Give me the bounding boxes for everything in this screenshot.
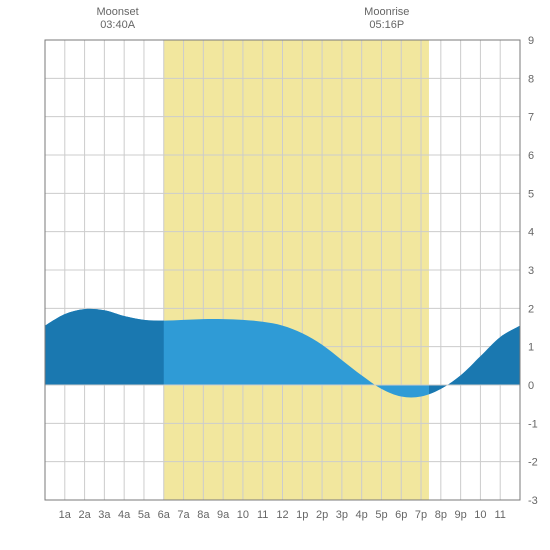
svg-text:11: 11 xyxy=(494,509,505,521)
svg-text:1a: 1a xyxy=(59,509,72,521)
svg-text:5p: 5p xyxy=(375,509,387,521)
svg-text:4: 4 xyxy=(528,227,534,239)
svg-text:2a: 2a xyxy=(78,509,91,521)
svg-text:0: 0 xyxy=(528,380,534,392)
moonrise-annotation: Moonrise 05:16P xyxy=(357,6,417,32)
moonset-time: 03:40A xyxy=(88,19,148,32)
svg-text:6: 6 xyxy=(528,150,534,162)
svg-text:12: 12 xyxy=(276,509,288,521)
svg-text:-1: -1 xyxy=(528,418,538,430)
svg-text:-3: -3 xyxy=(528,495,538,507)
svg-text:9p: 9p xyxy=(455,509,467,521)
svg-text:5a: 5a xyxy=(138,509,151,521)
svg-text:3: 3 xyxy=(528,265,534,277)
svg-text:4p: 4p xyxy=(356,509,368,521)
moonset-title: Moonset xyxy=(88,6,148,19)
moonset-annotation: Moonset 03:40A xyxy=(88,6,148,32)
moonrise-title: Moonrise xyxy=(357,6,417,19)
svg-text:1: 1 xyxy=(528,342,534,354)
svg-text:2: 2 xyxy=(528,303,534,315)
svg-text:7a: 7a xyxy=(177,509,190,521)
moonrise-time: 05:16P xyxy=(357,19,417,32)
svg-text:-2: -2 xyxy=(528,457,538,469)
svg-text:7p: 7p xyxy=(415,509,427,521)
svg-text:4a: 4a xyxy=(118,509,131,521)
svg-text:9: 9 xyxy=(528,35,534,47)
svg-text:11: 11 xyxy=(257,509,268,521)
svg-text:3p: 3p xyxy=(336,509,348,521)
svg-text:7: 7 xyxy=(528,112,534,124)
svg-text:5: 5 xyxy=(528,188,534,200)
svg-text:10: 10 xyxy=(474,509,486,521)
svg-text:9a: 9a xyxy=(217,509,230,521)
svg-text:10: 10 xyxy=(237,509,249,521)
svg-text:2p: 2p xyxy=(316,509,328,521)
chart-svg: -3-2-101234567891a2a3a4a5a6a7a8a9a101112… xyxy=(0,0,550,550)
svg-text:6a: 6a xyxy=(158,509,171,521)
svg-text:8p: 8p xyxy=(435,509,447,521)
tide-chart: Moonset 03:40A Moonrise 05:16P -3-2-1012… xyxy=(0,0,550,550)
svg-text:8: 8 xyxy=(528,73,534,85)
svg-text:1p: 1p xyxy=(296,509,308,521)
svg-text:3a: 3a xyxy=(98,509,111,521)
svg-text:6p: 6p xyxy=(395,509,407,521)
svg-text:8a: 8a xyxy=(197,509,210,521)
